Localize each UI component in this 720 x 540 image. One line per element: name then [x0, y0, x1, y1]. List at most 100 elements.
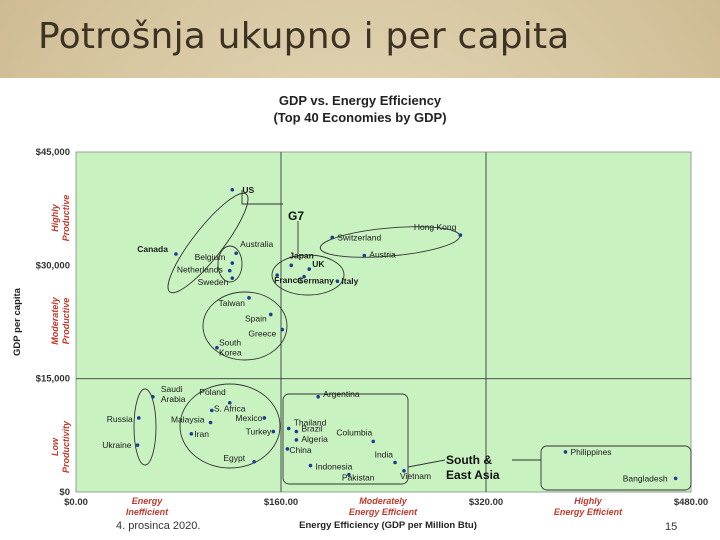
point-label: Italy [341, 276, 358, 286]
cluster-box-south-east-asia [282, 393, 409, 485]
point-marker [189, 432, 194, 436]
point-label: Switzerland [337, 232, 381, 242]
point-label: Turkey [246, 427, 272, 437]
point-marker [289, 263, 294, 268]
data-point: Switzerland [330, 232, 381, 242]
data-point: Germany [297, 274, 334, 286]
data-point: Iran [189, 429, 209, 439]
data-point: Austria [362, 250, 396, 260]
point-marker [234, 251, 238, 256]
x-category-moderately-2: Energy Efficient [349, 507, 418, 517]
data-point: Brazil [294, 424, 323, 434]
data-point: Netherlands [177, 265, 232, 275]
point-marker [247, 296, 251, 300]
y-tick-label: $15,000 [36, 374, 70, 385]
data-point: South Korea [215, 338, 242, 358]
x-category-highly-1: Highly [574, 496, 602, 506]
point-label: Germany [297, 276, 334, 286]
y-category-low-2: Productivity [61, 420, 71, 473]
data-point: Turkey [246, 427, 276, 437]
x-axis-title: Energy Efficiency (GDP per Million Btu) [299, 520, 477, 531]
point-label: Malaysia [171, 414, 205, 424]
data-point: Egypt [223, 453, 256, 464]
point-label: France [274, 275, 302, 285]
data-point: US [230, 185, 254, 195]
data-point: Canada [137, 244, 178, 256]
cluster-box-philippines-bangladesh [540, 445, 692, 491]
chart-svg: GDP vs. Energy Efficiency (Top 40 Econom… [12, 93, 708, 531]
point-marker [268, 312, 273, 317]
y-category-highly-1: Highly [50, 203, 60, 231]
x-axis-ticks: $0.00 $160.00 $320.00 $480.00 [64, 497, 708, 508]
x-tick-label: $480.00 [674, 497, 708, 508]
data-point: Greece [248, 327, 285, 339]
point-label: S. Africa [214, 403, 246, 413]
data-points: US Canada Belgium Australia Netherlands Swede… [102, 185, 678, 483]
point-label: Philippines [570, 447, 611, 457]
data-point: Russia [107, 414, 141, 424]
y-tick-label: $30,000 [36, 260, 70, 271]
x-tick-label: $0.00 [64, 497, 88, 508]
point-marker [286, 426, 291, 431]
data-point: China [285, 445, 312, 455]
point-label: Poland [199, 387, 226, 397]
x-category-energy-inefficient-2: Inefficient [126, 507, 169, 517]
point-marker [294, 438, 299, 442]
quadrant-dividers [76, 152, 691, 492]
data-point: Hong Kong [414, 222, 463, 237]
point-marker [208, 420, 213, 425]
data-point: Japan [289, 250, 314, 268]
cluster-ellipse-benelux [217, 245, 243, 283]
point-marker [393, 460, 397, 465]
x-category-energy-inefficient-1: Energy [132, 496, 164, 506]
cluster-ellipse-south-europe [202, 291, 288, 361]
point-label: Bangladesh [623, 473, 668, 483]
point-label: Australia [240, 239, 273, 249]
group-label-south-east-asia-2: East Asia [446, 468, 500, 482]
point-label: Columbia [336, 427, 372, 437]
slide-title: Potrošnja ukupno i per capita [38, 16, 570, 57]
data-point: France [274, 273, 302, 285]
point-marker [215, 345, 219, 350]
data-point: Argentina [316, 389, 360, 399]
data-point: S. Africa [210, 403, 246, 413]
g7-leader-line [241, 190, 283, 205]
point-label: Iran [194, 429, 209, 439]
point-label: Thailand [294, 418, 327, 428]
data-point: Belgium [195, 252, 235, 265]
data-point: Sweden [198, 276, 235, 287]
point-marker [174, 252, 178, 256]
y-tick-label: $45,000 [36, 147, 70, 158]
point-label: South Korea [219, 338, 242, 358]
point-label: Egypt [223, 453, 245, 463]
data-point: Bangladesh [623, 473, 678, 483]
y-category-moderately-1: Moderately [50, 296, 60, 345]
data-point: Australia [234, 239, 273, 256]
point-label: China [289, 445, 311, 455]
y-tick-label: $0 [59, 487, 70, 498]
point-label: UK [312, 259, 325, 269]
point-label: Algeria [301, 434, 328, 444]
point-marker [335, 279, 340, 283]
x-category-moderately-1: Moderately [359, 496, 408, 506]
point-marker [371, 439, 376, 444]
point-label: Hong Kong [414, 222, 457, 232]
data-point: Ukraine [102, 440, 140, 450]
point-label: Japan [289, 250, 314, 260]
point-marker [330, 235, 335, 240]
chart-subtitle: (Top 40 Economies by GDP) [273, 110, 446, 125]
data-point: Thailand [286, 418, 327, 431]
data-point: Vietnam [400, 469, 431, 481]
point-marker [302, 274, 306, 279]
point-label: Argentina [323, 389, 360, 399]
point-label: US [242, 185, 254, 195]
point-label: Belgium [195, 252, 226, 262]
point-marker [307, 267, 311, 271]
point-marker [294, 429, 299, 434]
data-point: Mexico [235, 413, 267, 423]
point-label: Pakistan [342, 473, 375, 483]
cluster-ellipse-us-canada [167, 192, 249, 294]
point-label: Mexico [235, 413, 262, 423]
point-marker [271, 429, 276, 434]
point-label: Netherlands [177, 265, 223, 275]
